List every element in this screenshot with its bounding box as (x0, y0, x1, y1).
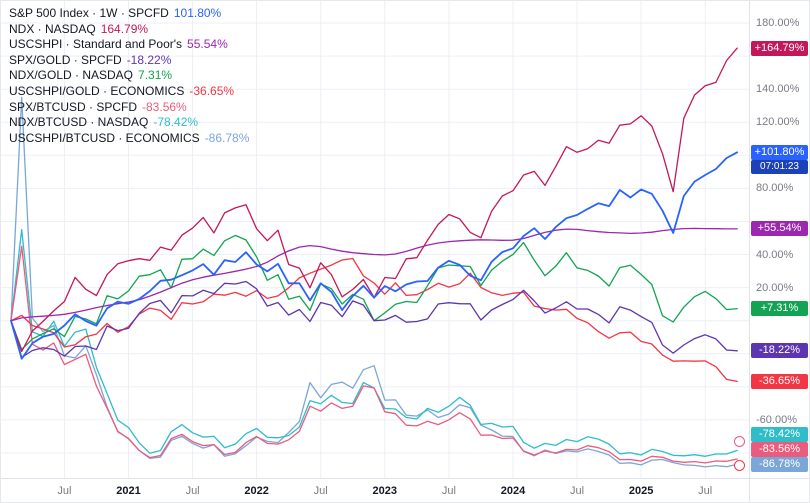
legend-symbol-label: NDX · NASDAQ (9, 21, 96, 36)
time-axis-label: 2022 (244, 485, 269, 497)
time-axis-label: Jul (57, 485, 72, 497)
legend-symbol-label: NDX/BTCUSD · NASDAQ (9, 115, 149, 130)
series-end-marker-icon[interactable] (734, 436, 745, 447)
legend-row[interactable]: SPX/GOLD · SPCFD -18.22% (9, 53, 249, 69)
time-axis[interactable]: Jul 2021 Jul 2022 Jul 2023 Jul 2024 Jul 2025 Jul (1, 478, 749, 502)
legend-row[interactable]: NDX/BTCUSD · NASDAQ -78.42% (9, 115, 249, 131)
legend-symbol-label: S&P 500 Index · 1W · SPCFD (9, 6, 169, 20)
price-axis-label: -60.00% (756, 413, 797, 426)
legend-symbol-label: SPX/GOLD · SPCFD (9, 52, 122, 67)
price-label-badge: -86.78% (751, 456, 808, 472)
price-label-badge: -36.65% (751, 373, 808, 389)
legend-symbol-label: USCSHPI/GOLD · ECONOMICS (9, 83, 185, 98)
price-label-badge: +55.54% (751, 221, 808, 237)
price-axis-label: 180.00% (756, 17, 800, 29)
legend-row[interactable]: USCSHPI/BTCUSD · ECONOMICS -86.78% (9, 131, 249, 147)
price-label-badge: -83.56% (751, 441, 808, 457)
price-label-badge: -78.42% (751, 426, 808, 442)
price-axis-label: 40.00% (756, 248, 794, 261)
time-axis-label: 2025 (628, 485, 654, 497)
legend-change-value: -83.56% (142, 99, 187, 114)
time-axis-label: Jul (313, 485, 328, 497)
time-axis-label: Jul (185, 485, 200, 497)
legend-change-value: -78.42% (153, 115, 199, 130)
bar-countdown-badge: 07:01:23 (751, 159, 808, 174)
price-chart-canvas[interactable] (1, 1, 749, 478)
series-line-spx-gold[interactable] (10, 280, 738, 359)
legend-symbol-label: NDX/GOLD · NASDAQ (9, 68, 134, 83)
price-label-badge: -18.22% (751, 343, 808, 359)
time-axis-label: Jul (569, 485, 585, 497)
legend-change-value: -36.65% (189, 83, 235, 98)
legend-row[interactable]: SPX/BTCUSD · SPCFD -83.56% (9, 100, 249, 116)
axis-corner (749, 478, 809, 502)
legend-row[interactable]: S&P 500 Index · 1W · SPCFD 101.80% (9, 6, 249, 22)
legend-row[interactable]: NDX/GOLD · NASDAQ 7.31% (9, 68, 249, 84)
price-label-badge: +7.31% (751, 301, 808, 317)
series-end-marker-icon[interactable] (734, 460, 745, 471)
price-axis-label: 120.00% (756, 116, 800, 129)
price-axis[interactable]: 180.00% 140.00% 120.00% 80.00% 40.00% 20.00% -… (749, 1, 809, 478)
legend-change-value: 55.54% (187, 37, 228, 52)
legend-row[interactable]: NDX · NASDAQ 164.79% (9, 22, 249, 38)
legend-row[interactable]: USCSHPI/GOLD · ECONOMICS -36.65% (9, 84, 249, 100)
legend: S&P 500 Index · 1W · SPCFD 101.80% NDX · N… (9, 6, 249, 146)
legend-change-value: 164.79% (100, 21, 149, 36)
legend-change-value: -86.78% (204, 130, 250, 145)
time-axis-label: 2023 (372, 485, 398, 497)
time-axis-label: 2021 (116, 485, 141, 497)
legend-change-value: 7.31% (138, 68, 173, 83)
series-line-uscshpi-btcusd[interactable] (10, 96, 738, 468)
legend-symbol-label: USCSHPI · Standard and Poor's (9, 37, 183, 52)
price-axis-label: 80.00% (756, 182, 794, 195)
legend-symbol-label: USCSHPI/BTCUSD · ECONOMICS (9, 130, 200, 145)
time-axis-label: Jul (698, 485, 713, 497)
price-axis-label: 20.00% (756, 281, 794, 294)
price-label-badge: +101.80% (751, 144, 808, 160)
legend-symbol-label: SPX/BTCUSD · SPCFD (9, 99, 138, 114)
price-axis-label: 140.00% (756, 83, 800, 96)
price-label-badge: +164.79% (751, 40, 808, 56)
time-axis-label: 2024 (500, 485, 526, 497)
legend-change-value: -18.22% (126, 52, 172, 67)
series-line-s-p[interactable] (10, 151, 739, 360)
legend-change-value: 101.80% (173, 6, 222, 20)
series-line-spx-btcusd[interactable] (10, 245, 738, 464)
time-axis-label: Jul (441, 485, 456, 497)
legend-row[interactable]: USCSHPI · Standard and Poor's 55.54% (9, 37, 249, 53)
series-line-uscshpi[interactable] (10, 227, 738, 322)
